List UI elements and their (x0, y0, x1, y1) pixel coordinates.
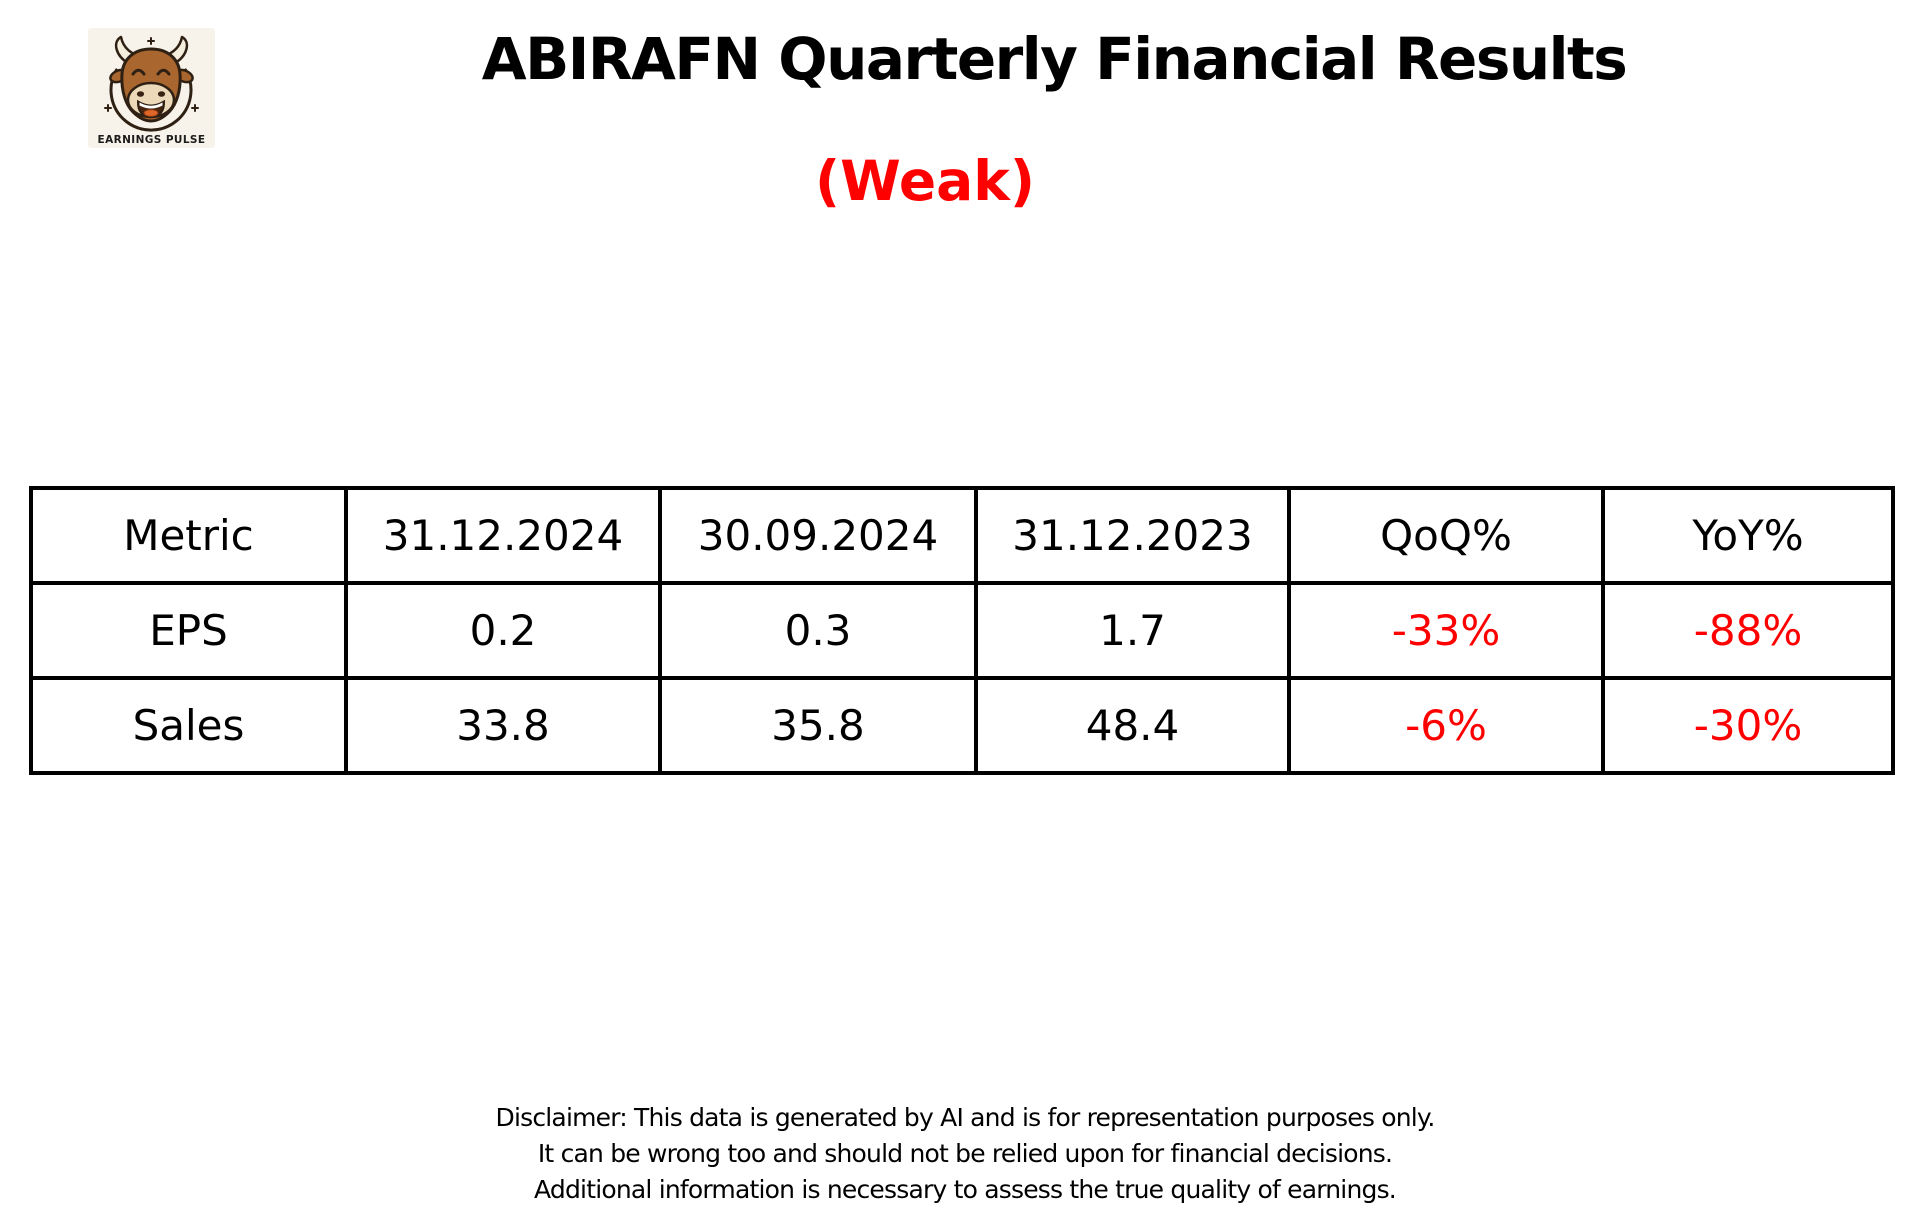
value-cell: 0.3 (658, 581, 978, 680)
disclaimer-line: Additional information is necessary to a… (534, 1175, 1397, 1204)
bull-icon: EARNINGS PULSE (88, 28, 215, 148)
results-table-container: Metric 31.12.2024 30.09.2024 31.12.2023 … (29, 486, 1895, 775)
col-header-period-3: 31.12.2023 (974, 486, 1291, 585)
results-table: Metric 31.12.2024 30.09.2024 31.12.2023 … (29, 486, 1895, 775)
value-cell: 0.2 (344, 581, 662, 680)
verdict-label: (Weak) (815, 149, 1035, 213)
table-row-sales: Sales 33.8 35.8 48.4 -6% -30% (29, 676, 1895, 775)
yoy-change-cell: -30% (1601, 676, 1895, 775)
value-cell: 33.8 (344, 676, 662, 775)
earnings-pulse-logo: EARNINGS PULSE (88, 28, 215, 148)
metric-name-cell: Sales (29, 676, 348, 775)
value-cell: 35.8 (658, 676, 978, 775)
yoy-change-cell: -88% (1601, 581, 1895, 680)
col-header-period-1: 31.12.2024 (344, 486, 662, 585)
value-cell: 1.7 (974, 581, 1291, 680)
table-row-eps: EPS 0.2 0.3 1.7 -33% -88% (29, 581, 1895, 680)
value-cell: 48.4 (974, 676, 1291, 775)
disclaimer-line: Disclaimer: This data is generated by AI… (495, 1103, 1436, 1132)
col-header-metric: Metric (29, 486, 348, 585)
page-title: ABIRAFN Quarterly Financial Results (481, 25, 1628, 93)
qoq-change-cell: -6% (1287, 676, 1605, 775)
qoq-change-cell: -33% (1287, 581, 1605, 680)
logo-wordmark: EARNINGS PULSE (98, 134, 206, 146)
disclaimer-line: It can be wrong too and should not be re… (537, 1139, 1393, 1168)
table-header-row: Metric 31.12.2024 30.09.2024 31.12.2023 … (29, 486, 1895, 585)
col-header-yoy: YoY% (1601, 486, 1895, 585)
disclaimer: Disclaimer: This data is generated by AI… (495, 1100, 1436, 1208)
col-header-period-2: 30.09.2024 (658, 486, 978, 585)
metric-name-cell: EPS (29, 581, 348, 680)
col-header-qoq: QoQ% (1287, 486, 1605, 585)
